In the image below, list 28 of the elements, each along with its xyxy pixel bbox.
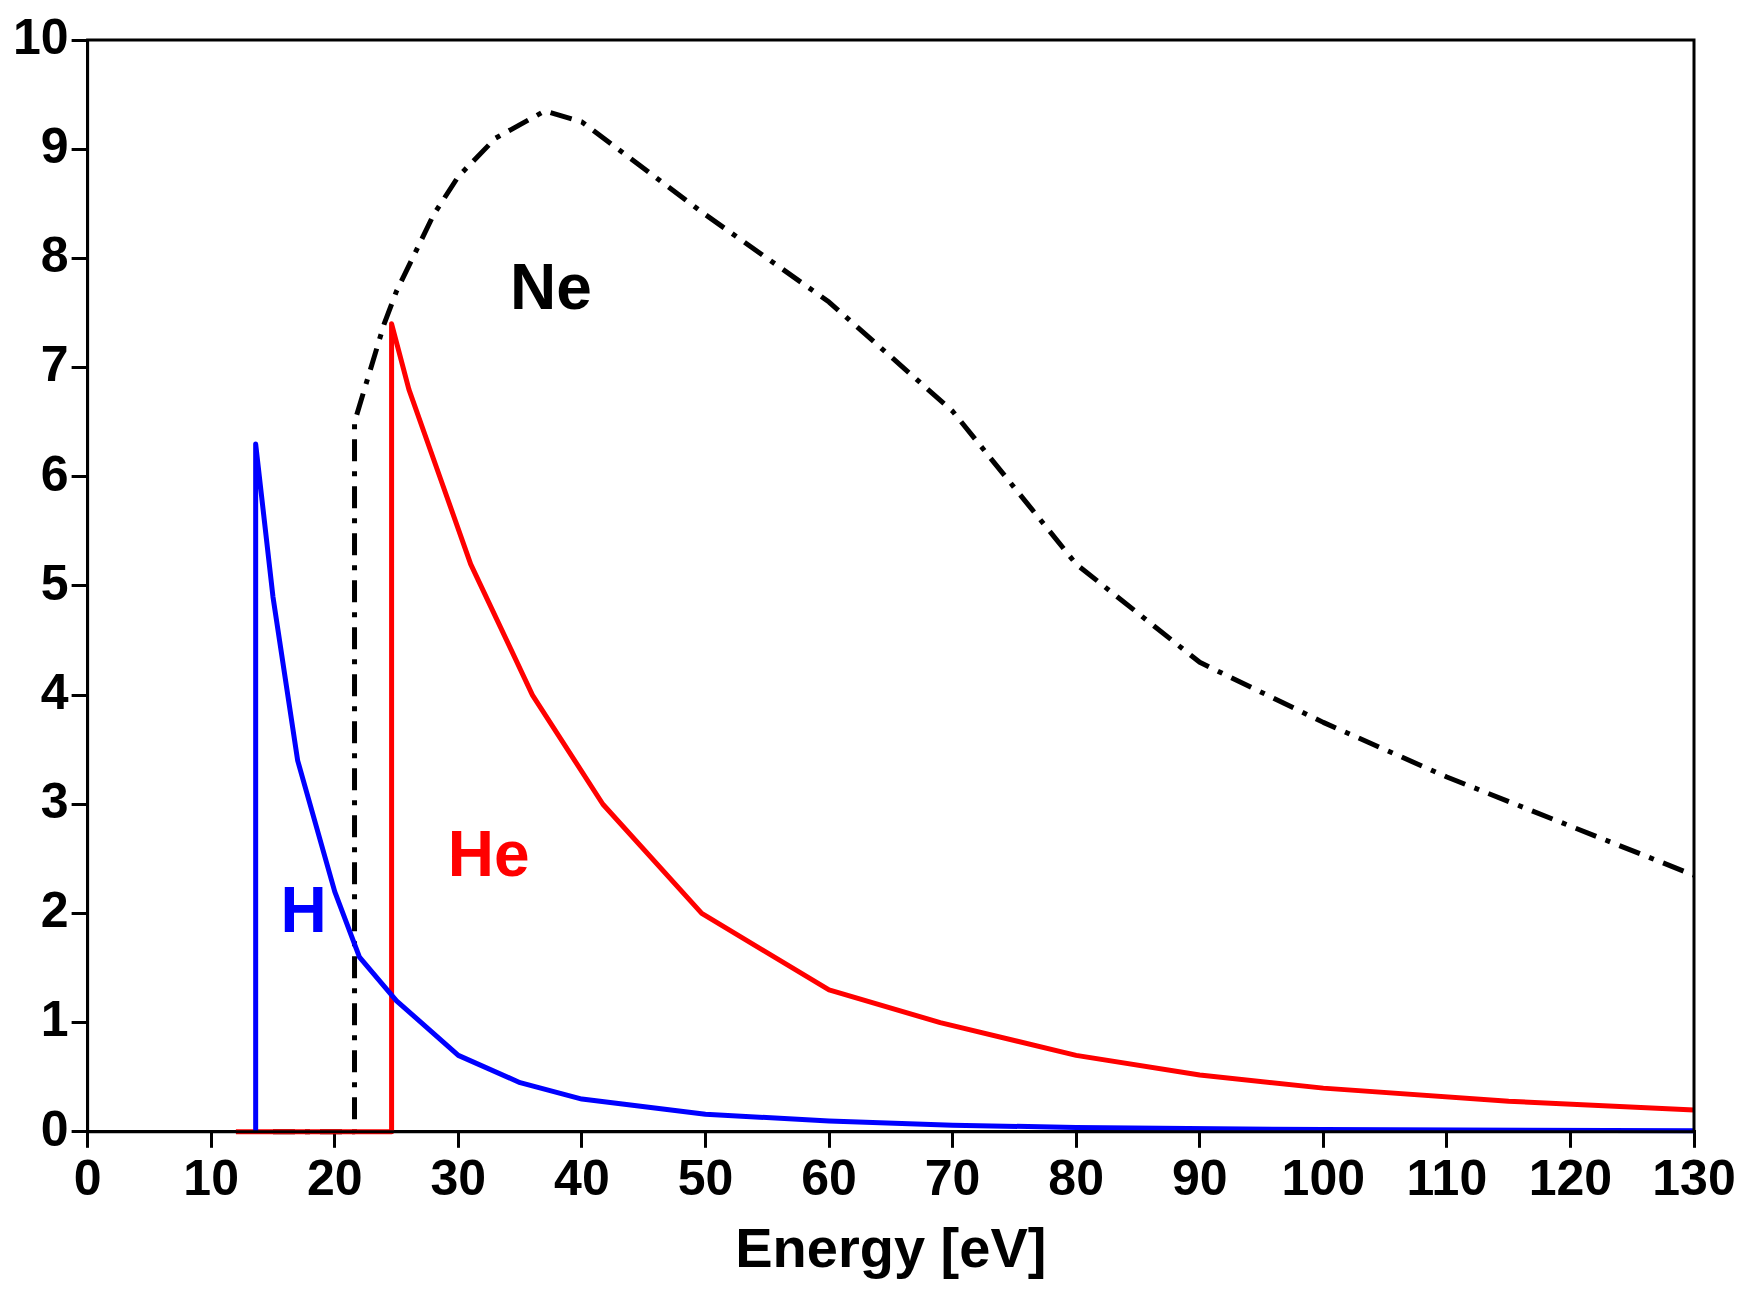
y-tick-label: 1: [40, 991, 69, 1048]
y-tick-label: 0: [40, 1100, 69, 1157]
y-tick-label: 9: [40, 117, 69, 174]
x-axis-title: Energy [eV]: [735, 1215, 1047, 1279]
x-tick-label: 110: [1406, 1149, 1488, 1206]
x-tick-label: 130: [1652, 1149, 1736, 1206]
series-label: He: [447, 817, 530, 890]
x-tick-label: 70: [924, 1149, 981, 1206]
y-tick-label: 5: [40, 554, 69, 611]
x-tick-label: 120: [1528, 1149, 1613, 1206]
series-label: Ne: [509, 250, 592, 323]
x-tick-label: 40: [554, 1149, 610, 1206]
y-tick-label: 3: [40, 773, 69, 830]
x-tick-label: 80: [1048, 1149, 1104, 1206]
x-tick-label: 10: [183, 1149, 239, 1206]
y-tick-label: 4: [40, 663, 69, 720]
y-tick-label: 8: [40, 227, 69, 284]
x-tick-label: 90: [1171, 1149, 1228, 1206]
x-tick-label: 60: [801, 1149, 857, 1206]
x-tick-label: 50: [677, 1149, 734, 1206]
x-tick-label: 20: [306, 1149, 363, 1206]
x-tick-label: 30: [430, 1149, 487, 1206]
y-tick-label: 7: [40, 336, 69, 393]
y-tick-label: 10: [12, 8, 69, 65]
y-tick-label: 6: [40, 445, 69, 502]
series-label: H: [280, 873, 327, 946]
x-tick-label: 100: [1281, 1149, 1366, 1206]
y-tick-label: 2: [40, 882, 69, 939]
